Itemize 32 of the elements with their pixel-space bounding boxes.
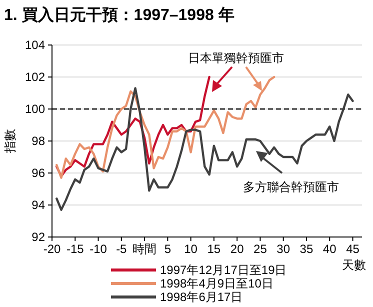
x-tick-label: 15 (207, 242, 221, 256)
line-series (56, 76, 210, 178)
y-tick-label: 94 (32, 198, 46, 212)
x-tick-label: 10 (184, 242, 198, 256)
x-tick-label: 45 (346, 242, 360, 256)
legend-label: 1998年6月17日 (160, 290, 243, 304)
line-series (56, 76, 276, 179)
y-axis-title: 指數 (3, 129, 17, 154)
x-tick-label: -5 (116, 242, 128, 256)
x-tick-label: 40 (322, 242, 337, 256)
x-tick-label: 25 (254, 242, 268, 256)
y-tick-label: 96 (32, 166, 46, 180)
y-tick-label: 98 (32, 134, 46, 148)
annotation: 多方聯合幹預匯市 (243, 180, 339, 194)
x-tick-label: 5 (164, 242, 172, 256)
line-series (56, 87, 354, 211)
annotation: 日本單獨幹預匯市 (188, 51, 284, 65)
x-tick-label: 20 (230, 242, 244, 256)
y-tick-label: 92 (32, 230, 46, 244)
x-tick-label: -20 (43, 242, 61, 256)
x-tick-label: 30 (276, 242, 290, 256)
x-tick-label: 35 (300, 242, 314, 256)
y-tick-label: 100 (24, 102, 46, 116)
legend-label: 1997年12月17日至19日 (160, 263, 287, 278)
x-axis-title: 天數 (342, 258, 366, 272)
y-tick-label: 102 (24, 70, 46, 84)
chart-title: 1. 買入日元干預：1997–1998 年 (4, 6, 234, 24)
legend-label: 1998年4月9日至10日 (160, 276, 274, 291)
y-tick-label: 104 (24, 38, 46, 52)
x-tick-label: -15 (66, 242, 84, 256)
x-tick-label: 時間 (132, 242, 157, 256)
x-tick-label: -10 (90, 242, 108, 256)
